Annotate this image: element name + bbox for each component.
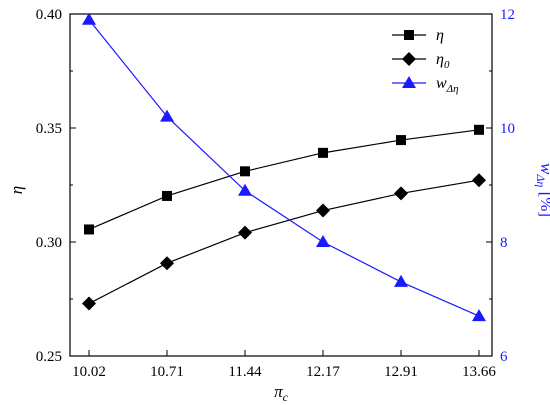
y-tick-label-right: 6 xyxy=(500,349,508,365)
series-0 xyxy=(84,124,484,235)
x-axis-title: πc xyxy=(274,382,289,404)
legend-marker xyxy=(402,76,416,88)
x-tick-label: 10.02 xyxy=(72,364,106,380)
legend-entry-0: η xyxy=(392,27,444,44)
y-tick-label-right: 12 xyxy=(500,7,515,23)
y-tick-label-right: 10 xyxy=(500,121,515,137)
x-tick-label: 10.71 xyxy=(150,364,184,380)
x-tick-label: 11.44 xyxy=(228,364,262,380)
data-point-2 xyxy=(238,183,252,196)
data-point-1 xyxy=(160,256,174,271)
data-point-1 xyxy=(472,173,486,188)
y-tick-label-right: 8 xyxy=(500,235,508,251)
data-point-2 xyxy=(316,235,330,247)
series-2 xyxy=(82,12,486,322)
data-point-1 xyxy=(238,225,252,240)
legend-label: wΔη xyxy=(436,75,459,95)
data-point-0 xyxy=(396,135,406,146)
legend-marker xyxy=(404,30,414,40)
axis-ticks: 10.02 10.71 11.44 12.17 12.91 13.66 0.25 0.30 0.… xyxy=(36,7,515,380)
data-point-1 xyxy=(394,186,408,201)
data-point-1 xyxy=(82,296,96,311)
data-point-0 xyxy=(318,147,328,158)
data-point-2 xyxy=(394,274,408,287)
data-point-0 xyxy=(240,166,250,177)
plot-frame xyxy=(69,13,493,357)
data-point-0 xyxy=(474,124,484,135)
y-tick-label-left: 0.30 xyxy=(36,235,62,251)
x-tick-label: 12.17 xyxy=(306,364,340,380)
x-tick-label: 13.66 xyxy=(462,364,496,380)
data-point-2 xyxy=(472,309,486,322)
legend-entry-1: η0 xyxy=(392,51,450,71)
legend: η η0 wΔη xyxy=(392,27,459,95)
series-line-0 xyxy=(88,129,480,231)
data-point-0 xyxy=(162,190,172,201)
y-tick-label-left: 0.40 xyxy=(36,7,62,23)
data-point-2 xyxy=(82,12,96,25)
data-point-0 xyxy=(84,224,94,235)
series-line-1 xyxy=(88,179,480,305)
y-axis-title-right: wΔη [%] xyxy=(534,163,550,217)
legend-label: η0 xyxy=(436,51,450,71)
legend-marker xyxy=(402,52,416,66)
series-layer xyxy=(82,12,486,322)
series-1 xyxy=(82,173,486,311)
x-tick-label: 12.91 xyxy=(384,364,418,380)
y-tick-label-left: 0.25 xyxy=(36,349,62,365)
data-point-2 xyxy=(160,109,174,122)
legend-entry-2: wΔη xyxy=(392,75,459,95)
y-axis-title-left: η xyxy=(7,186,26,194)
y-tick-label-left: 0.35 xyxy=(36,121,62,137)
legend-label: η xyxy=(436,27,444,44)
data-point-1 xyxy=(316,203,330,218)
series-line-2 xyxy=(88,19,480,317)
